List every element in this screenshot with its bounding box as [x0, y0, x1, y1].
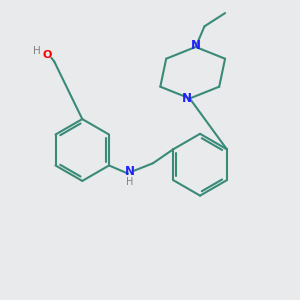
Text: H: H [126, 176, 134, 187]
Text: O: O [43, 50, 52, 60]
Text: N: N [182, 92, 192, 105]
Text: N: N [190, 39, 201, 52]
Text: N: N [125, 165, 135, 178]
Text: H: H [33, 46, 41, 56]
